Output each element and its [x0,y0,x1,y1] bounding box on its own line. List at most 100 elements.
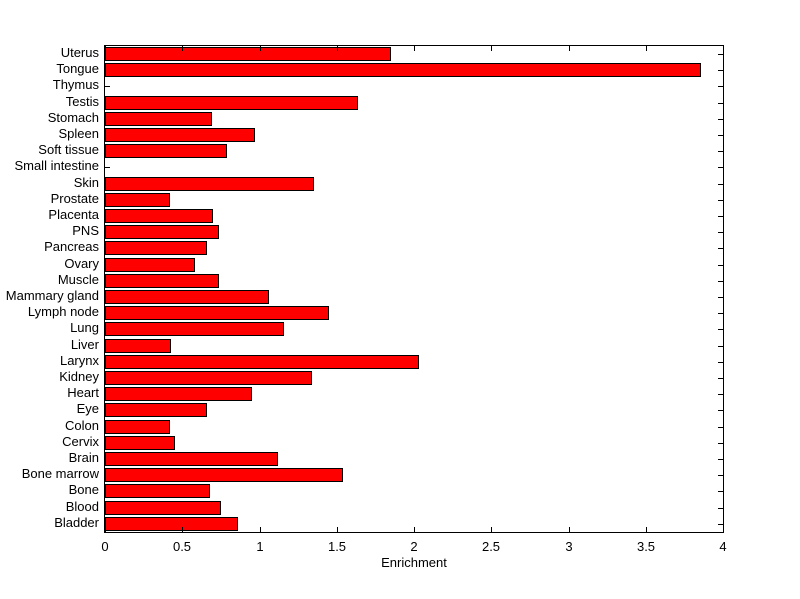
x-tick [337,527,338,532]
category-label: Soft tissue [38,142,99,158]
y-tick-right [718,475,723,477]
x-tick-label: 2.5 [481,539,501,554]
y-tick-right [718,118,723,120]
bar-row [105,257,723,273]
x-tick-label: 3.5 [636,539,656,554]
bar [105,387,252,402]
bar [105,176,314,191]
x-tick [182,527,183,532]
y-tick-right [718,183,723,185]
bar-row [105,483,723,499]
x-tick [260,527,261,532]
bar [105,435,175,450]
bar [105,419,170,434]
bar-row [105,338,723,354]
bar-row [105,159,723,175]
y-tick-right [718,361,723,363]
bar [105,192,170,207]
bar [105,500,221,515]
x-tick [646,527,647,532]
category-label: Lymph node [27,304,99,320]
y-tick-right [718,167,723,169]
y-tick-right [718,199,723,201]
category-label: Colon [65,417,99,433]
category-label: Blood [65,498,99,514]
bar [105,338,171,353]
category-label: Brain [68,450,99,465]
bar-row [105,386,723,402]
bar-row [105,321,723,337]
bar [105,403,207,418]
category-label: Heart [67,385,99,401]
x-tick [491,527,492,532]
x-tick [491,46,492,51]
y-tick-right [718,102,723,104]
y-tick-right [718,54,723,56]
category-label: Kidney [59,369,99,384]
bar [105,354,419,369]
category-label: Pancreas [44,239,99,255]
bar [105,273,219,288]
category-label: Liver [70,336,99,352]
bar-row [105,46,723,62]
y-tick-left [105,86,110,88]
bar-row [105,435,723,451]
x-tick-label: 1.5 [327,539,347,554]
bar [105,290,269,305]
x-tick [337,46,338,51]
x-tick-label: 0 [101,539,109,554]
y-tick-right [718,86,723,88]
y-tick-right [718,264,723,266]
y-tick-right [718,329,723,331]
bar-row [105,62,723,78]
category-label: Muscle [57,271,99,287]
bar-row [105,289,723,305]
bar-row [105,305,723,321]
plot-area [104,45,724,533]
y-tick-right [718,297,723,299]
bar [105,322,284,337]
category-label: Eye [76,401,99,417]
x-tick [569,527,570,532]
y-tick-right [718,313,723,315]
category-label: Mammary gland [5,288,99,303]
bar [105,257,195,272]
y-tick-right [718,378,723,380]
bar-row [105,467,723,483]
bar-row [105,192,723,208]
bar-row [105,273,723,289]
category-label: Stomach [47,109,99,125]
bar [105,209,213,224]
bar-row [105,516,723,532]
category-label: Uterus [60,45,99,60]
x-axis-label: Enrichment [381,555,447,570]
bar [105,371,312,386]
bar-row [105,143,723,159]
category-label: Placenta [48,207,99,222]
bar [105,225,219,240]
y-tick-right [718,70,723,72]
y-tick-left [105,167,110,169]
category-label: Small intestine [14,158,99,174]
category-label: Bone marrow [21,466,99,482]
bar-row [105,419,723,435]
bar-row [105,354,723,370]
y-tick-right [718,410,723,412]
bar-row [105,402,723,418]
x-tick [723,527,724,532]
y-tick-right [718,459,723,461]
category-label: Testis [65,93,99,109]
x-tick-label: 1 [256,539,264,554]
category-label: Tongue [56,61,99,77]
y-tick-right [718,426,723,428]
category-label: Ovary [64,255,99,271]
bar-row [105,451,723,467]
y-tick-right [718,345,723,347]
bar [105,516,238,531]
bar [105,241,207,256]
bar-row [105,500,723,516]
bar [105,306,329,321]
bar-row [105,176,723,192]
bar-row [105,95,723,111]
category-label: Bladder [54,514,99,530]
